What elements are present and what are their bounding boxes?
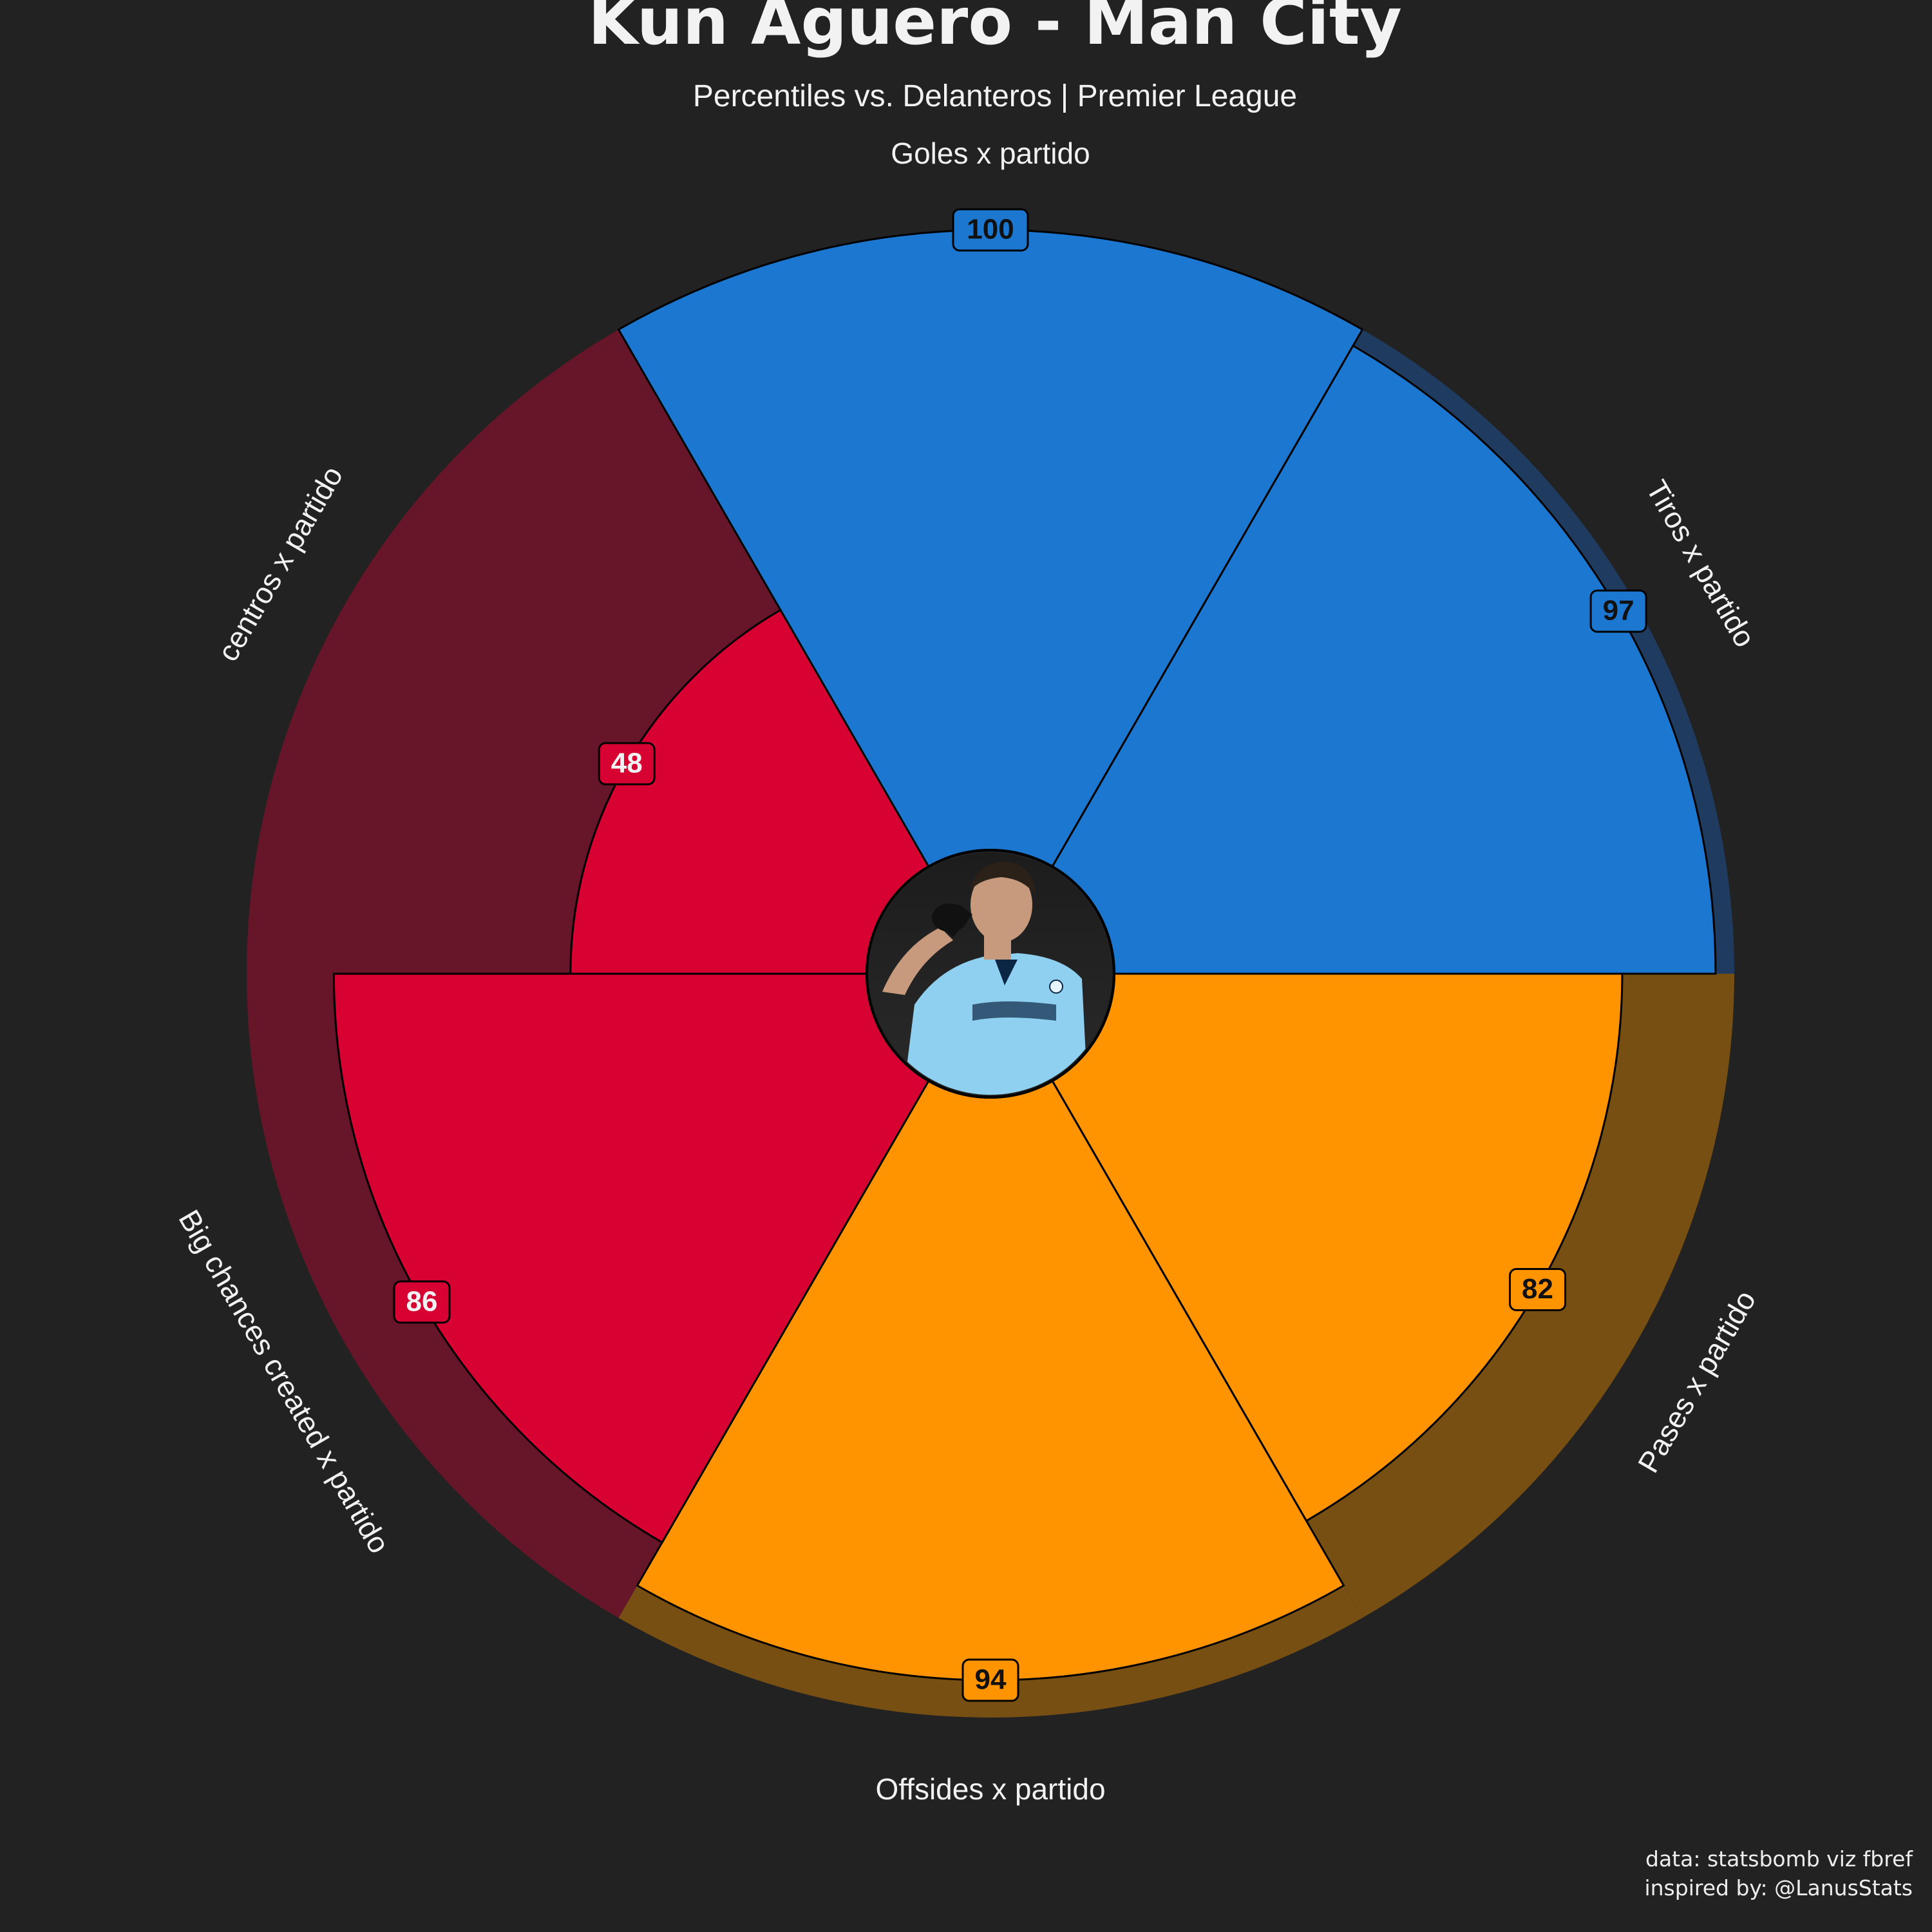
category-label-offsides-x-partido: Offsides x partido <box>875 1772 1105 1806</box>
center-photo <box>866 849 1115 1099</box>
category-label-goles-x-partido: Goles x partido <box>891 137 1090 170</box>
value-badge-box <box>393 1280 451 1324</box>
chart-subtitle: Percentiles vs. Delanteros | Premier Lea… <box>693 79 1297 113</box>
value-badge-box <box>952 208 1029 252</box>
value-label: 100 <box>967 214 1014 245</box>
value-badge-box <box>598 742 656 786</box>
value-badge-big-chances-created-x-partido: 86 <box>393 1280 451 1324</box>
value-label: 82 <box>1522 1273 1553 1305</box>
value-label: 94 <box>975 1664 1007 1696</box>
value-badge-box <box>1589 589 1647 633</box>
player-photo-icon <box>869 853 1112 1095</box>
value-badge-centros-x-partido: 48 <box>598 742 656 786</box>
value-label: 86 <box>406 1285 438 1317</box>
value-label: 97 <box>1603 595 1634 627</box>
inspiration-credit: inspired by: @LanusStats <box>1644 1875 1913 1900</box>
category-label-tiros-x-partido: Tiros x partido <box>1640 475 1762 653</box>
value-badge-tiros-x-partido: 97 <box>1589 589 1647 633</box>
value-badge-offsides-x-partido: 94 <box>961 1658 1019 1702</box>
data-source-credit: data: statsbomb viz fbref <box>1645 1846 1913 1871</box>
value-badge-box <box>961 1658 1019 1702</box>
value-badges: 100 97 82 94 86 48 <box>393 208 1647 1702</box>
value-wedges <box>332 229 1717 1681</box>
value-badge-pases-x-partido: 82 <box>1509 1267 1567 1311</box>
value-label: 48 <box>611 748 643 779</box>
chart-title: Kun Aguero - Man City <box>588 0 1402 59</box>
value-badge-box <box>1509 1267 1567 1311</box>
value-badge-goles-x-partido: 100 <box>952 208 1029 252</box>
